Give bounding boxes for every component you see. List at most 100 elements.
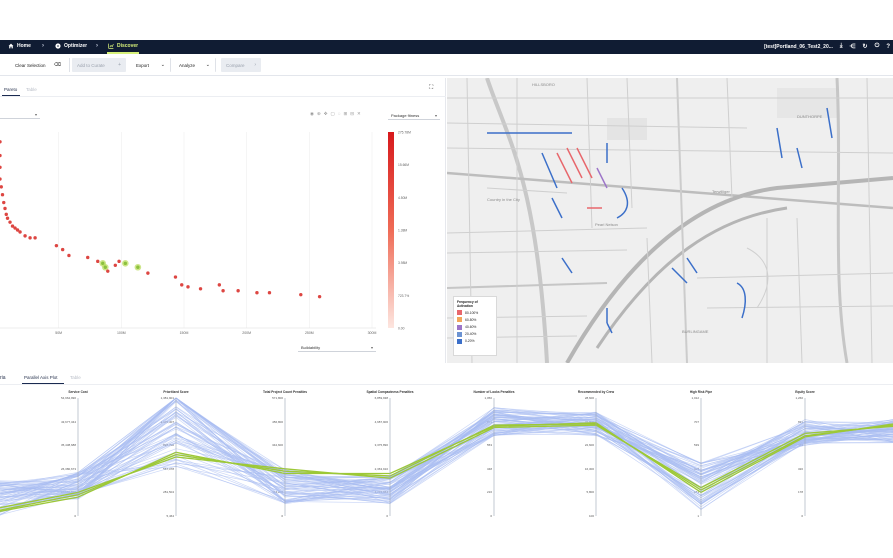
- tab-pareto[interactable]: Pareto: [4, 87, 18, 92]
- download-icon[interactable]: ⤓: [839, 43, 843, 49]
- data-point[interactable]: [18, 230, 22, 234]
- data-point[interactable]: [106, 269, 110, 273]
- share-icon[interactable]: ⋲: [849, 44, 856, 50]
- data-point[interactable]: [3, 206, 7, 211]
- axis-tick-label: 348: [486, 466, 492, 471]
- analyze-dropdown[interactable]: Analyze ⌄: [174, 58, 216, 72]
- data-point[interactable]: [28, 236, 32, 240]
- nav-optimizer[interactable]: Optimizer: [55, 43, 87, 49]
- tab-table[interactable]: Table: [26, 87, 37, 92]
- zoom-out-icon[interactable]: ⊟: [350, 111, 355, 116]
- data-point[interactable]: [0, 185, 3, 189]
- data-point[interactable]: [117, 259, 121, 264]
- axis-tick-label: 216: [486, 490, 492, 495]
- color-metric-dropdown[interactable]: Package fitness ▾: [388, 111, 440, 120]
- tab-table[interactable]: Table: [70, 375, 81, 380]
- y-metric-dropdown[interactable]: ▾: [0, 110, 40, 119]
- legend-item-label: 80-100%: [465, 310, 479, 315]
- data-point[interactable]: [2, 200, 6, 205]
- data-point[interactable]: [113, 263, 118, 267]
- expand-icon[interactable]: ⛶: [429, 85, 434, 91]
- street-map[interactable]: HILLSBORO Country in the City Pearl Nels…: [447, 78, 893, 363]
- data-point[interactable]: [317, 294, 322, 299]
- axis-header: Service Cost: [68, 390, 88, 394]
- data-point[interactable]: [198, 287, 203, 291]
- data-point[interactable]: [255, 291, 259, 295]
- selected-data-point[interactable]: [123, 261, 128, 266]
- power-icon[interactable]: ⏻: [874, 43, 880, 49]
- data-point[interactable]: [0, 193, 5, 197]
- chevron-down-icon: ▾: [434, 112, 437, 118]
- export-dropdown[interactable]: Export ⌄: [131, 58, 171, 72]
- axis-tick-label: 28,600: [584, 396, 594, 400]
- legend-item-label: 60-80%: [465, 317, 477, 322]
- map-panel[interactable]: HILLSBORO Country in the City Pearl Nels…: [447, 78, 893, 363]
- data-point[interactable]: [180, 283, 184, 287]
- lasso-icon[interactable]: ◌: [337, 111, 341, 116]
- pan-icon[interactable]: ✥: [323, 111, 328, 116]
- axis-tick-label: 1,012: [691, 396, 699, 400]
- axis-tick-label: 26,380,673: [60, 466, 76, 471]
- axis-tick-label: 2,363,910: [374, 466, 388, 471]
- selected-data-point[interactable]: [101, 261, 105, 266]
- legend-swatch: [457, 331, 462, 337]
- discover-icon: [108, 43, 114, 49]
- selected-data-point[interactable]: [136, 265, 140, 269]
- add-to-curate-button[interactable]: Add to Curate +: [72, 58, 126, 72]
- axis-tick-label: 54,964,990: [60, 396, 76, 400]
- data-point[interactable]: [0, 177, 2, 181]
- refresh-icon[interactable]: ↻: [862, 44, 868, 50]
- legend-swatch: [457, 338, 462, 344]
- axis-tick-label: 4,687,906: [374, 419, 388, 424]
- x-metric-dropdown[interactable]: Buildability ▾: [298, 343, 376, 352]
- axis-tick-label: 707: [693, 419, 699, 424]
- data-point[interactable]: [33, 236, 37, 240]
- data-point[interactable]: [4, 212, 8, 217]
- axis-tick-label: 571,800: [272, 396, 283, 400]
- box-select-icon[interactable]: ▢: [330, 111, 335, 116]
- reset-icon[interactable]: ✕: [357, 111, 361, 116]
- data-point[interactable]: [67, 253, 71, 258]
- zoom-icon[interactable]: ⊕: [316, 111, 321, 116]
- data-point[interactable]: [23, 234, 27, 238]
- data-point[interactable]: [15, 228, 20, 232]
- data-point[interactable]: [173, 275, 178, 279]
- tab-parallel-axis-plot[interactable]: Parallel Axis Plot: [24, 375, 58, 380]
- data-point[interactable]: [86, 255, 90, 260]
- data-point[interactable]: [217, 283, 222, 287]
- data-point[interactable]: [54, 243, 59, 248]
- data-point[interactable]: [0, 140, 2, 144]
- data-point[interactable]: [10, 224, 15, 228]
- colorbar-tick-label: 4.50M: [398, 196, 407, 200]
- chevron-down-icon: ⌄: [205, 62, 210, 68]
- help-icon[interactable]: ?: [886, 43, 890, 50]
- data-point[interactable]: [299, 292, 303, 297]
- data-point[interactable]: [5, 216, 10, 220]
- legend-swatch: [457, 310, 462, 316]
- compare-button[interactable]: Compare ›: [221, 58, 261, 72]
- data-point[interactable]: [221, 289, 225, 293]
- data-point[interactable]: [146, 271, 150, 275]
- zoom-in-icon[interactable]: ⊞: [343, 111, 348, 116]
- data-point[interactable]: [0, 165, 2, 169]
- data-point[interactable]: [267, 291, 272, 295]
- camera-icon[interactable]: ◉: [310, 111, 314, 116]
- selected-data-point[interactable]: [103, 265, 107, 269]
- data-point[interactable]: [13, 226, 17, 230]
- nav-discover[interactable]: Discover: [108, 43, 138, 49]
- x-tick-label: 50M: [55, 331, 62, 335]
- selected-solution-line[interactable]: [0, 422, 893, 512]
- axis-tick-label: 0: [801, 514, 803, 518]
- legend-title: Frequency of Activation: [457, 300, 478, 308]
- axis-tick-label: 691: [797, 419, 803, 424]
- data-point[interactable]: [60, 247, 65, 252]
- data-point[interactable]: [0, 153, 2, 158]
- data-point[interactable]: [96, 259, 100, 264]
- data-point[interactable]: [186, 285, 190, 289]
- map-label: BURLINGAME: [682, 329, 709, 334]
- data-point[interactable]: [236, 289, 240, 293]
- data-point[interactable]: [8, 220, 12, 224]
- x-tick-label: 200M: [242, 331, 251, 335]
- nav-home[interactable]: Home: [8, 43, 31, 49]
- clear-selection-button[interactable]: Clear Selection ⌫: [10, 58, 66, 72]
